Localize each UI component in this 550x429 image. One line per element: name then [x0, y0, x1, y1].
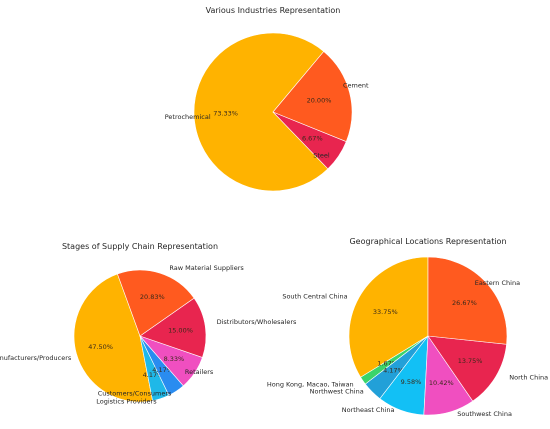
pct-label-raw-material-suppliers: 20.83% [140, 293, 165, 301]
pie-slice-cement [272, 51, 353, 142]
pct-label-steel: 6.67% [302, 135, 323, 143]
chart-title: Geographical Locations Representation [349, 237, 506, 246]
pct-label-logistics-providers: 4.17% [143, 371, 164, 379]
pie-slice-petrochemical [193, 32, 329, 192]
slice-label-customers-consumers: Customers/Consumers [98, 389, 172, 397]
slice-label-eastern-china: Eastern China [475, 279, 520, 287]
slice-label-south-central-china: South Central China [282, 292, 347, 300]
chart-title: Stages of Supply Chain Representation [62, 242, 218, 251]
pie-chart-3: Geographical Locations Representation 33.… [267, 237, 548, 418]
pie-slice-distributors-wholesalers [139, 297, 207, 358]
slice-label-petrochemical: Petrochemical [165, 113, 211, 121]
slice-label-steel: Steel [313, 152, 330, 160]
pct-label-northeast-china: 9.58% [401, 378, 422, 386]
slice-label-cement: Cement [343, 81, 369, 89]
slice-label-hong-kong-macao-taiwan: Hong Kong, Macao, Taiwan [267, 380, 354, 388]
pct-label-southwest-china: 10.42% [429, 379, 454, 387]
pct-label-manufacturers-producers: 47.50% [88, 343, 113, 351]
slice-label-raw-material-suppliers: Raw Material Suppliers [169, 264, 244, 272]
pct-label-hong-kong-macao-taiwan: 1.67% [377, 360, 398, 368]
pct-label-customers-consumers: 4.17% [152, 366, 173, 374]
slice-label-southwest-china: Southwest China [457, 410, 512, 418]
pie-slice-south-central-china [348, 256, 429, 378]
pie-chart-1: Various Industries Representation 73.33%P… [165, 6, 369, 192]
slice-label-retailers: Retailers [185, 368, 214, 376]
pct-label-north-china: 13.75% [458, 357, 483, 365]
pct-label-northwest-china: 4.17% [383, 367, 404, 375]
pct-label-eastern-china: 26.67% [452, 299, 477, 307]
slice-label-manufacturers-producers: Manufacturers/Producers [0, 354, 72, 362]
slice-label-northwest-china: Northwest China [310, 387, 364, 395]
pie-slice-manufacturers-producers [73, 273, 153, 403]
pct-label-distributors-wholesalers: 15.00% [168, 326, 193, 334]
slice-label-distributors-wholesalers: Distributors/Wholesalers [217, 318, 297, 326]
pie-slice-raw-material-suppliers [117, 269, 195, 337]
slice-label-northeast-china: Northeast China [342, 406, 395, 414]
chart-title: Various Industries Representation [206, 6, 341, 15]
pie-slice-eastern-china [427, 256, 508, 345]
pct-label-retailers: 8.33% [164, 355, 185, 363]
slice-label-logistics-providers: Logistics Providers [96, 398, 157, 406]
slice-label-north-china: North China [509, 374, 548, 382]
pct-label-south-central-china: 33.75% [373, 308, 398, 316]
pie-chart-2: Stages of Supply Chain Representation 47.… [0, 242, 297, 406]
pct-label-petrochemical: 73.33% [213, 110, 238, 118]
pct-label-cement: 20.00% [307, 97, 332, 105]
pie-slice-north-china [427, 335, 507, 402]
